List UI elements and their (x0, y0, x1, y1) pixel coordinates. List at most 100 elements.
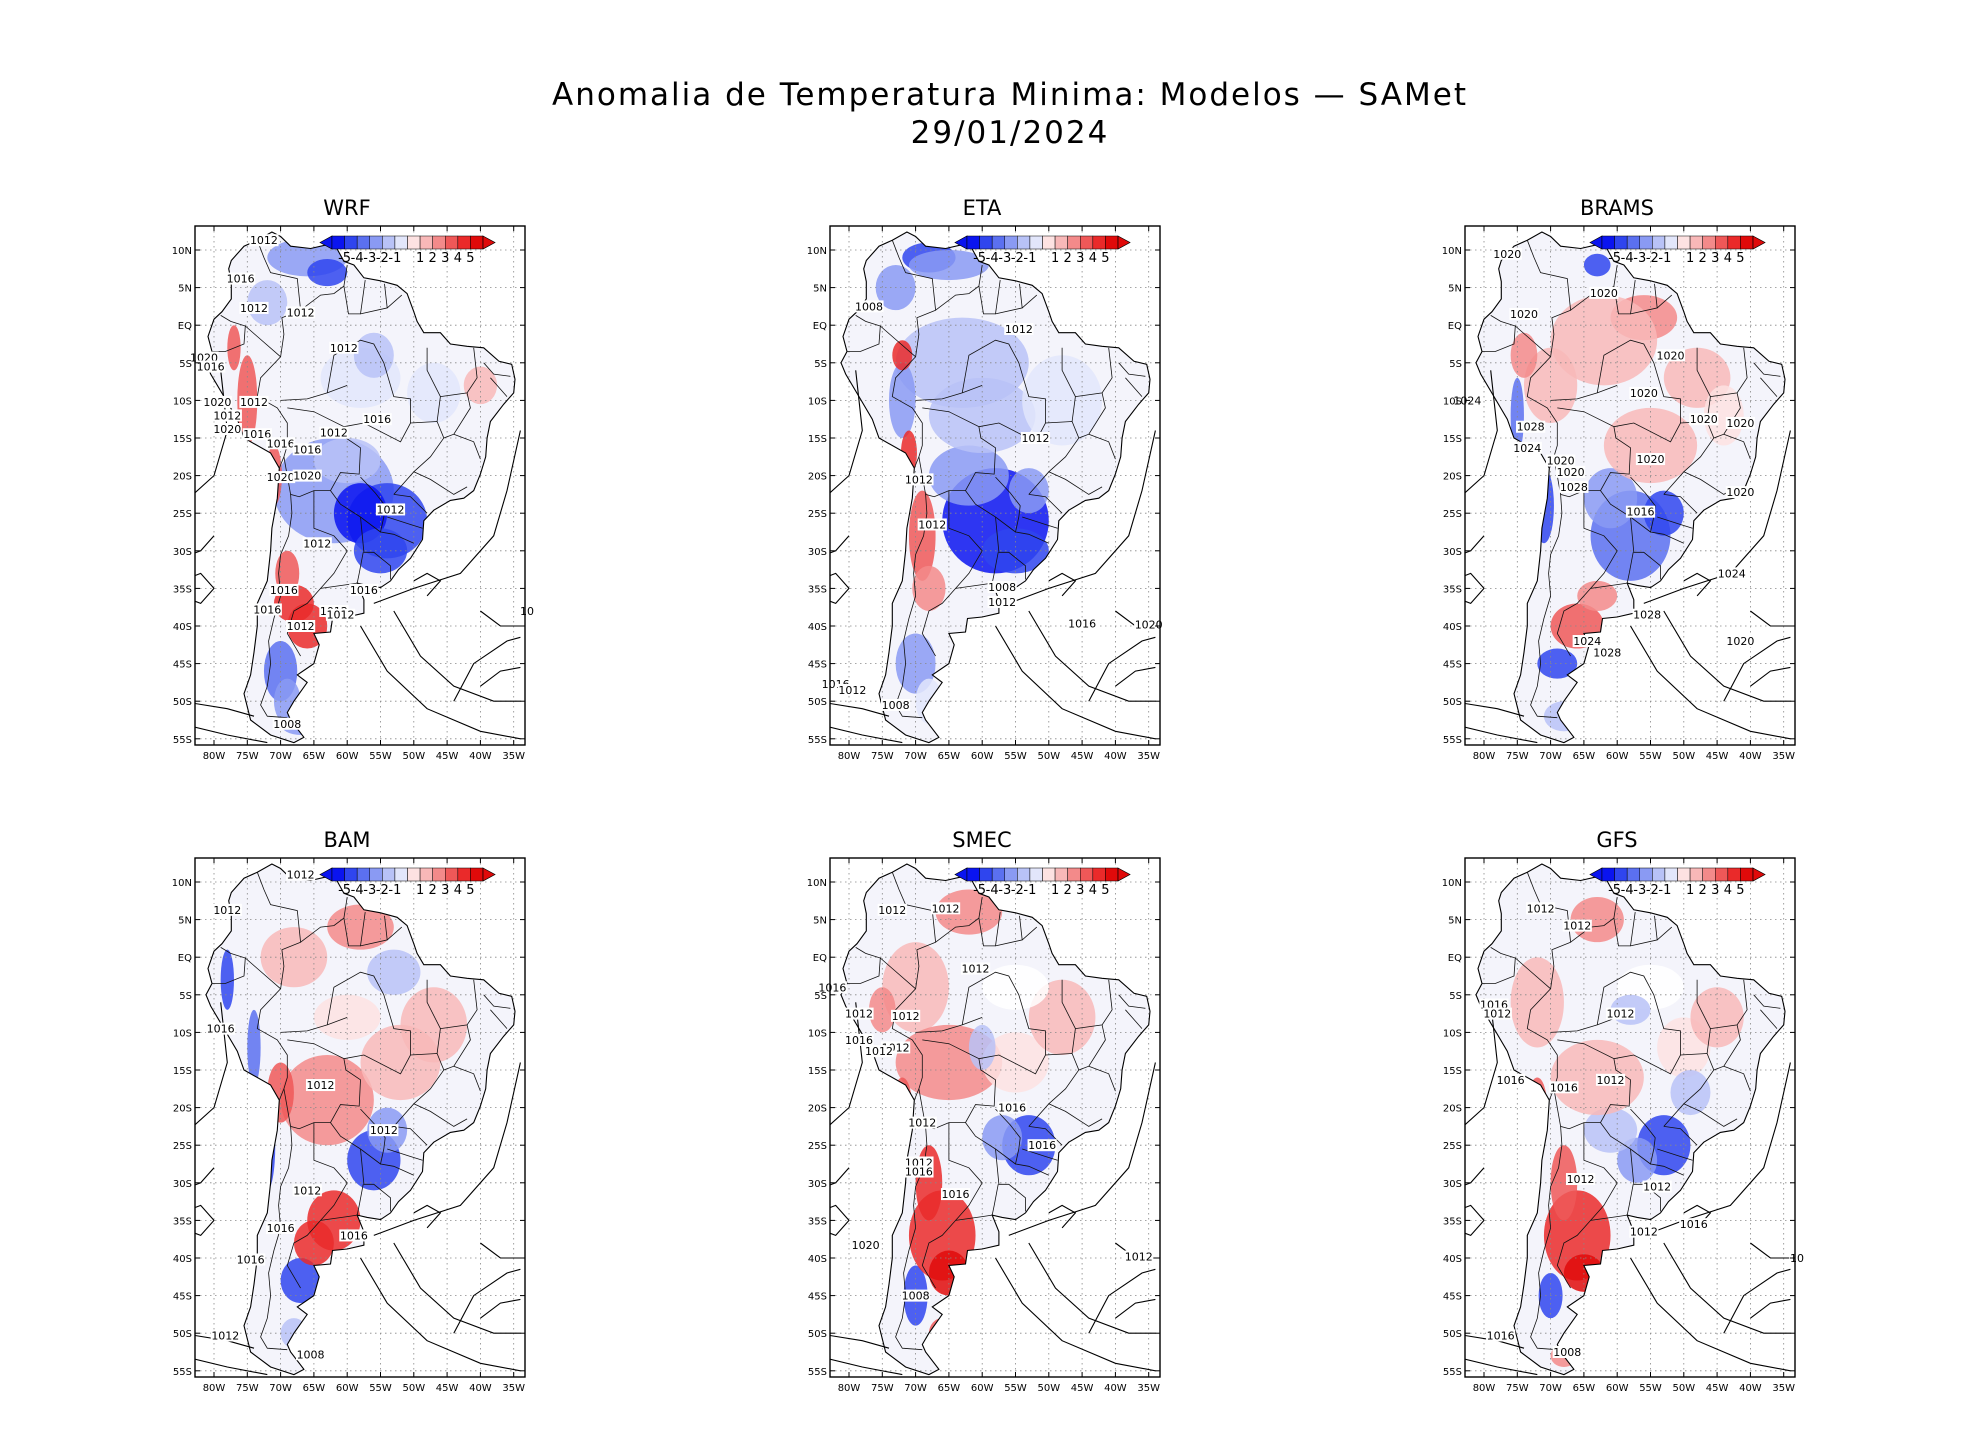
contour-label: 1012 (930, 902, 961, 915)
colorbar: -5 -4 -3 -2 -1 1 2 3 4 5 (954, 235, 1131, 266)
lat-tick-label: 55S (1443, 735, 1462, 746)
lat-tick-label: 50S (808, 697, 827, 708)
svg-text:1020: 1020 (1630, 387, 1658, 400)
colorbar-label: 2 (1064, 883, 1072, 898)
lon-tick-label: 80W (1473, 1383, 1496, 1394)
lon-tick-label: 60W (971, 751, 994, 762)
lon-tick-label: 45W (1071, 751, 1094, 762)
contour-label: 1028 (1516, 420, 1546, 434)
lon-tick-label: 80W (1473, 751, 1496, 762)
pressure-contour (1630, 1257, 1791, 1372)
colorbar-bin (369, 235, 383, 250)
svg-text:10: 10 (520, 605, 534, 618)
contour-label: 1012 (907, 1116, 937, 1130)
pressure-contour (830, 1334, 890, 1349)
colorbar-extend-high (1117, 867, 1131, 882)
pressure-contour (360, 625, 521, 740)
anomaly-patch (1670, 1070, 1711, 1116)
anomaly-patch (280, 1054, 374, 1146)
lat-tick-label: 30S (808, 1179, 827, 1190)
svg-text:1028: 1028 (1560, 481, 1588, 494)
contour-label: 1012 (1482, 1007, 1512, 1021)
lon-tick-label: 50W (1037, 1383, 1060, 1394)
pressure-contour (1008, 1062, 1156, 1236)
colorbar-bin (1715, 867, 1729, 882)
panel-title-eta: ETA (962, 196, 1002, 220)
lon-tick-label: 65W (1573, 1383, 1596, 1394)
svg-text:1012: 1012 (287, 620, 315, 633)
svg-text:1012: 1012 (327, 609, 355, 622)
contour-label: 1012 (917, 518, 947, 531)
lat-tick-label: 15S (1443, 434, 1462, 445)
lon-tick-label: 35W (1137, 1383, 1160, 1394)
svg-text:1008: 1008 (902, 1290, 930, 1303)
svg-text:1012: 1012 (1563, 920, 1591, 933)
colorbar-label: 4 (1089, 883, 1097, 898)
pressure-contour (816, 746, 916, 757)
pressure-contour (1465, 1167, 1485, 1186)
colorbar-bin (1652, 867, 1666, 882)
lon-tick-label: 55W (369, 1383, 392, 1394)
colorbar-label: -5 (1608, 883, 1621, 898)
colorbar-label: 5 (1101, 883, 1109, 898)
svg-text:1016: 1016 (350, 584, 378, 597)
svg-text:1016: 1016 (845, 1034, 873, 1047)
contour-label: 1016 (226, 272, 256, 286)
contour-label: 1012 (369, 1124, 399, 1137)
map-frame (194, 225, 526, 746)
panel-title-gfs: GFS (1596, 828, 1638, 852)
lat-tick-label: 30S (173, 1179, 192, 1190)
svg-text:1012: 1012 (908, 1117, 936, 1130)
lat-tick-label: 5N (1448, 284, 1462, 295)
pressure-contour (453, 636, 521, 702)
lat-tick-label: 25S (173, 509, 192, 520)
lon-tick-label: 55W (1004, 1383, 1027, 1394)
map-gridlines (1465, 858, 1795, 1377)
contour-label: 1012 (1642, 1180, 1672, 1194)
colorbar-bin (1639, 867, 1653, 882)
anomaly-patch (1022, 355, 1103, 446)
contour-label: 1008 (295, 1348, 326, 1361)
colorbar-label: -2 (1011, 251, 1024, 266)
anomaly-patch (982, 1115, 1023, 1161)
lon-tick-label: 65W (303, 751, 326, 762)
lat-tick-label: 35S (1443, 584, 1462, 595)
svg-text:1028: 1028 (1593, 646, 1621, 659)
lon-tick-label: 75W (871, 1383, 894, 1394)
colorbar-bin (1004, 235, 1018, 250)
map-axes: 10N 5N EQ 5S 10S 15S 20S 25S 30S 35S 40S 45S 50S 55S 8… (807, 858, 1160, 1394)
svg-text:1016: 1016 (905, 1166, 933, 1179)
lon-tick-label: 35W (1772, 1383, 1795, 1394)
colorbar: -5 -4 -3 -2 -1 1 2 3 4 5 (319, 867, 496, 898)
svg-text:1012: 1012 (250, 234, 278, 247)
pressure-contour (995, 625, 1156, 740)
svg-text:1016: 1016 (207, 1023, 235, 1036)
coastlines-borders (1465, 863, 1791, 1376)
map-panel-bam: 1012 1012 1016 1012 1012 1012 1016 1016 1016 1012… (172, 857, 526, 1394)
lat-tick-label: 40S (173, 1254, 192, 1265)
lat-tick-label: 50S (173, 697, 192, 708)
colorbar-label: -2 (1011, 883, 1024, 898)
lat-tick-label: 45S (173, 1292, 192, 1303)
colorbar-label: 2 (1699, 883, 1707, 898)
colorbar-extend-high (1117, 235, 1131, 250)
colorbar-bin (979, 235, 993, 250)
lat-tick-label: 15S (173, 1066, 192, 1077)
lat-tick-label: 10S (808, 396, 827, 407)
contour-label: 1012 (837, 683, 867, 697)
lat-tick-label: 55S (808, 735, 827, 746)
lon-tick-label: 60W (1606, 751, 1629, 762)
map-frame (829, 857, 1161, 1378)
lon-tick-label: 55W (1639, 751, 1662, 762)
lon-tick-label: 75W (236, 1383, 259, 1394)
contour-label: 1012 (239, 395, 269, 409)
anomaly-patch (888, 362, 916, 438)
colorbar-label: -3 (998, 251, 1011, 266)
anomaly-patch (968, 1024, 996, 1070)
lat-tick-label: 20S (1443, 1104, 1462, 1115)
lon-tick-label: 35W (1772, 751, 1795, 762)
anomaly-patch (1583, 253, 1611, 277)
colorbar-bin (1715, 235, 1729, 250)
